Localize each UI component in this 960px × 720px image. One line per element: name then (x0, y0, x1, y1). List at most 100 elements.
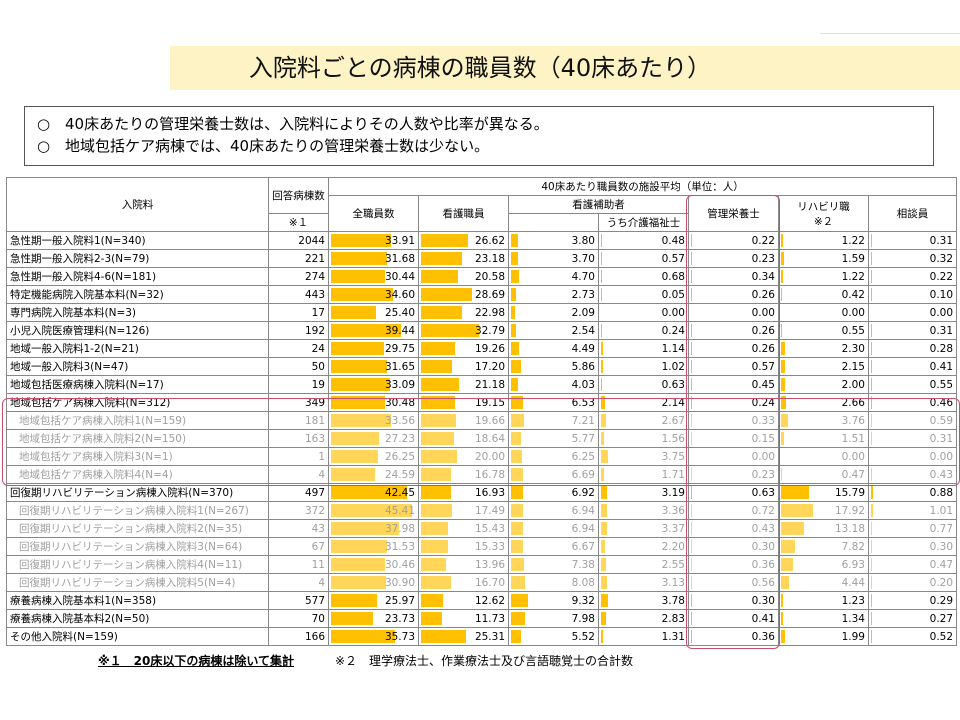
cell-eiyo: 0.72 (688, 501, 779, 520)
cell-hojo: 4.49 (508, 339, 599, 358)
cell-eiyo: 0.26 (688, 339, 779, 358)
cell-n: 24 (268, 339, 329, 358)
cell-n: 274 (268, 267, 329, 286)
cell-kaigo: 1.71 (598, 465, 689, 484)
table-row: 急性期一般入院料1(N=340) 2044 33.91 26.62 3.80 0.48 0.… (6, 231, 958, 250)
value-bar (331, 468, 375, 481)
cell-kaigo: 2.83 (598, 609, 689, 628)
value-bar (601, 360, 603, 373)
cell-zen: 35.73 (328, 627, 419, 646)
cell-kango: 26.62 (418, 231, 509, 250)
value-bar (601, 540, 605, 553)
value-bar (781, 234, 784, 247)
cell-hojo: 6.92 (508, 483, 599, 502)
cell-n: 43 (268, 519, 329, 538)
value-bar (331, 612, 374, 625)
value-bar (691, 522, 692, 535)
cell-hojo: 7.21 (508, 411, 599, 430)
cell-zen: 33.91 (328, 231, 419, 250)
cell-hojo: 6.25 (508, 447, 599, 466)
value-bar (601, 558, 606, 571)
value-bar (871, 504, 873, 517)
summary-line: ○ 40床あたりの管理栄養士数は、入院料によりその人数や比率が異なる。 (37, 115, 549, 133)
value-bar (421, 306, 462, 319)
value-bar (601, 612, 607, 625)
cell-n: 19 (268, 375, 329, 394)
row-label: 療養病棟入院基本料2(N=50) (6, 609, 269, 628)
cell-kango: 17.49 (418, 501, 509, 520)
cell-riha: 1.34 (778, 609, 869, 628)
row-label: 地域包括ケア病棟入院料3(N=1) (6, 447, 269, 466)
value-bar (871, 414, 873, 427)
value-bar (421, 468, 451, 481)
cell-riha: 1.22 (778, 231, 869, 250)
value-bar (331, 378, 390, 391)
value-bar (421, 594, 444, 607)
cell-eiyo: 0.24 (688, 393, 779, 412)
value-bar (331, 360, 388, 373)
value-bar (871, 432, 872, 445)
cell-kango: 19.66 (418, 411, 509, 430)
value-bar (421, 270, 458, 283)
cell-kaigo: 3.13 (598, 573, 689, 592)
header-kaito: 回答病棟数 (268, 177, 329, 214)
cell-sodan: 0.31 (867, 429, 958, 448)
value-bar (781, 396, 786, 409)
value-bar (511, 630, 521, 643)
header-kango: 看護職員 (418, 195, 509, 232)
cell-zen: 30.90 (328, 573, 419, 592)
cell-zen: 31.65 (328, 357, 419, 376)
cell-sodan: 0.00 (867, 447, 958, 466)
value-bar (331, 522, 399, 535)
value-bar (331, 252, 388, 265)
value-bar (691, 630, 692, 643)
cell-kango: 15.43 (418, 519, 509, 538)
cell-kango: 17.20 (418, 357, 509, 376)
table-row: 回復期リハビリテーション病棟入院料2(N=35) 43 37.98 15.43 6.94… (6, 519, 958, 538)
cell-n: 4 (268, 465, 329, 484)
value-bar (511, 450, 523, 463)
cell-kango: 16.93 (418, 483, 509, 502)
table-row: 回復期リハビリテーション病棟入院料3(N=64) 67 31.53 15.33 6.67… (6, 537, 958, 556)
value-bar (511, 306, 515, 319)
cell-sodan: 0.32 (867, 249, 958, 268)
cell-n: 443 (268, 285, 329, 304)
page-title: 入院料ごとの病棟の職員数（40床あたり） (248, 54, 712, 82)
staff-table: 入院料 回答病棟数 40床あたり職員数の施設平均（単位：人） 全職員数 看護職員… (6, 177, 958, 646)
value-bar (421, 558, 446, 571)
cell-sodan: 0.20 (867, 573, 958, 592)
table-row: 地域包括ケア病棟入院料(N=312) 349 30.48 19.15 6.53 2.14 0… (6, 393, 958, 412)
cell-hojo: 2.09 (508, 303, 599, 322)
summary-line: ○ 地域包括ケア病棟では、40床あたりの管理栄養士数は少ない。 (37, 137, 490, 155)
value-bar (511, 504, 524, 517)
value-bar (781, 630, 785, 643)
cell-hojo: 5.77 (508, 429, 599, 448)
cell-eiyo: 0.15 (688, 429, 779, 448)
cell-sodan: 0.31 (867, 321, 958, 340)
value-bar (871, 378, 872, 391)
cell-riha: 2.30 (778, 339, 869, 358)
value-bar (421, 432, 455, 445)
value-bar (871, 324, 872, 337)
cell-zen: 27.23 (328, 429, 419, 448)
cell-zen: 39.44 (328, 321, 419, 340)
table-row: その他入院料(N=159) 166 35.73 25.31 5.52 1.31 0.36 1.… (6, 627, 958, 646)
table-row: 地域一般入院料3(N=47) 50 31.65 17.20 5.86 1.02 0.57 2.… (6, 357, 958, 376)
cell-eiyo: 0.26 (688, 285, 779, 304)
cell-kango: 28.69 (418, 285, 509, 304)
value-bar (871, 486, 873, 499)
cell-n: 221 (268, 249, 329, 268)
cell-n: 192 (268, 321, 329, 340)
value-bar (781, 378, 785, 391)
cell-eiyo: 0.26 (688, 321, 779, 340)
value-bar (871, 396, 872, 409)
cell-sodan: 0.10 (867, 285, 958, 304)
cell-zen: 29.75 (328, 339, 419, 358)
cell-zen: 23.73 (328, 609, 419, 628)
header-group: 40床あたり職員数の施設平均（単位：人） (327, 177, 958, 196)
value-bar (421, 324, 480, 337)
cell-eiyo: 0.45 (688, 375, 779, 394)
table-row: 専門病院入院基本料(N=3) 17 25.40 22.98 2.09 0.00 0.00 0.… (6, 303, 958, 322)
value-bar (331, 432, 380, 445)
value-bar (511, 378, 519, 391)
